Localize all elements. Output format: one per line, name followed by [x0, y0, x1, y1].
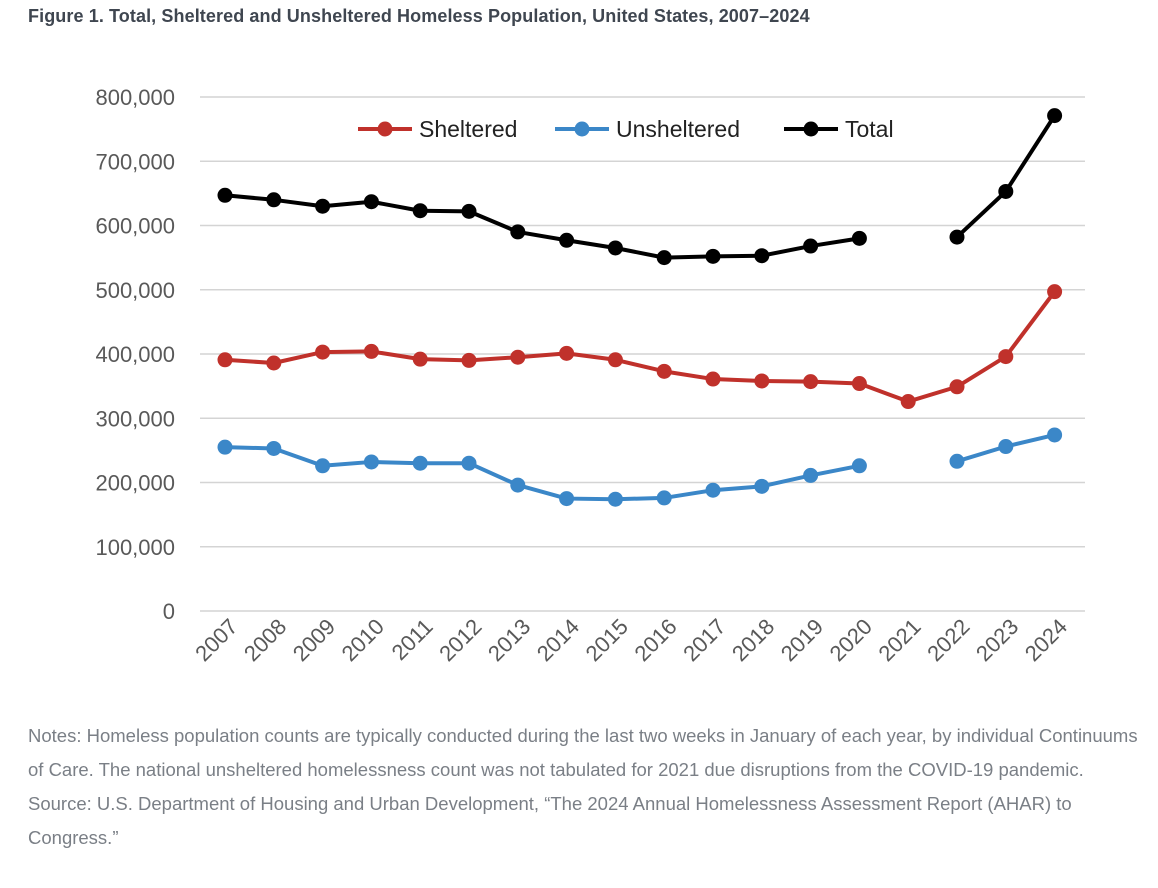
chart-gridlines — [200, 96, 1085, 612]
sheltered-point — [363, 343, 379, 359]
total-point — [315, 198, 331, 214]
x-tick-label: 2014 — [532, 614, 584, 666]
sheltered-point — [607, 352, 623, 368]
series-lines — [217, 108, 1063, 507]
sheltered-line — [224, 290, 1057, 404]
x-tick-label: 2024 — [1020, 614, 1072, 666]
total-point — [1047, 108, 1063, 124]
source-text: Source: U.S. Department of Housing and U… — [28, 793, 1072, 848]
total-point — [412, 203, 428, 219]
y-tick-label: 300,000 — [95, 406, 175, 431]
x-tick-label: 2008 — [239, 614, 291, 666]
total-point — [998, 183, 1014, 199]
chart-notes: Notes: Homeless population counts are ty… — [28, 719, 1138, 855]
legend-sheltered-label: Sheltered — [419, 116, 517, 142]
total-point — [705, 248, 721, 264]
sheltered-point — [900, 394, 916, 410]
sheltered-point — [510, 349, 526, 365]
legend-unsheltered-marker — [574, 121, 590, 137]
legend-total-label: Total — [845, 116, 894, 142]
unsheltered-point — [559, 491, 575, 507]
x-tick-label: 2013 — [483, 614, 535, 666]
total-point — [851, 230, 867, 246]
sheltered-point — [559, 345, 575, 361]
y-tick-label: 400,000 — [95, 342, 175, 367]
sheltered-point — [705, 371, 721, 387]
sheltered-point — [998, 349, 1014, 365]
x-axis: 2007200820092010201120122013201420152016… — [190, 614, 1072, 666]
sheltered-point — [315, 344, 331, 360]
total-point — [363, 194, 379, 210]
total-point — [559, 232, 575, 248]
unsheltered-point — [266, 440, 282, 456]
y-tick-label: 200,000 — [95, 471, 175, 496]
legend-unsheltered-label: Unsheltered — [616, 116, 740, 142]
x-tick-label: 2022 — [922, 614, 974, 666]
x-tick-label: 2016 — [629, 614, 681, 666]
x-tick-label: 2012 — [434, 614, 486, 666]
x-tick-label: 2009 — [288, 614, 340, 666]
total-point — [461, 203, 477, 219]
total-point — [510, 224, 526, 240]
sheltered-point — [461, 352, 477, 368]
total-point — [656, 250, 672, 266]
y-tick-label: 800,000 — [95, 85, 175, 110]
notes-text: Notes: Homeless population counts are ty… — [28, 725, 1138, 780]
unsheltered-point — [851, 458, 867, 474]
x-tick-label: 2018 — [727, 614, 779, 666]
unsheltered-point — [461, 455, 477, 471]
unsheltered-point — [315, 458, 331, 474]
x-tick-label: 2023 — [971, 614, 1023, 666]
total-line — [224, 193, 860, 260]
unsheltered-point — [656, 490, 672, 506]
sheltered-point — [656, 363, 672, 379]
sheltered-point — [949, 379, 965, 395]
total-point — [949, 229, 965, 245]
sheltered-point — [754, 373, 770, 389]
x-tick-label: 2020 — [825, 614, 877, 666]
x-tick-label: 2021 — [873, 614, 925, 666]
sheltered-point — [266, 355, 282, 371]
unsheltered-point — [998, 439, 1014, 455]
unsheltered-point — [217, 439, 233, 455]
unsheltered-point — [412, 455, 428, 471]
total-point — [266, 192, 282, 208]
unsheltered-point — [705, 482, 721, 498]
sheltered-point — [412, 351, 428, 367]
total-point — [217, 187, 233, 203]
y-tick-label: 100,000 — [95, 535, 175, 560]
sheltered-point — [1047, 284, 1063, 300]
total-point — [803, 238, 819, 254]
y-tick-label: 600,000 — [95, 214, 175, 239]
y-tick-label: 700,000 — [95, 149, 175, 174]
unsheltered-point — [1047, 427, 1063, 443]
chart-legend: Sheltered Unsheltered Total — [358, 116, 894, 142]
x-tick-label: 2019 — [776, 614, 828, 666]
unsheltered-point — [949, 453, 965, 469]
x-tick-label: 2017 — [678, 614, 730, 666]
sheltered-point — [803, 374, 819, 390]
sheltered-point — [851, 376, 867, 392]
total-point — [607, 240, 623, 256]
legend-total-marker — [803, 121, 819, 137]
x-tick-label: 2007 — [190, 614, 242, 666]
line-chart: 0 100,000 200,000 300,000 400,000 500,000 600,… — [95, 85, 1085, 666]
unsheltered-point — [754, 478, 770, 494]
total-line — [955, 114, 1057, 239]
unsheltered-point — [607, 491, 623, 507]
figure-title: Figure 1. Total, Sheltered and Unshelter… — [28, 6, 810, 26]
x-tick-label: 2015 — [581, 614, 633, 666]
y-tick-label: 500,000 — [95, 278, 175, 303]
x-tick-label: 2010 — [337, 614, 389, 666]
unsheltered-line — [224, 445, 860, 502]
unsheltered-point — [363, 454, 379, 470]
x-tick-label: 2011 — [387, 614, 438, 665]
legend-sheltered-marker — [377, 121, 393, 137]
y-tick-label: 0 — [163, 599, 175, 624]
unsheltered-point — [803, 467, 819, 483]
sheltered-point — [217, 352, 233, 368]
y-axis: 0 100,000 200,000 300,000 400,000 500,000 600,… — [95, 85, 175, 624]
unsheltered-point — [510, 477, 526, 493]
total-point — [754, 248, 770, 264]
